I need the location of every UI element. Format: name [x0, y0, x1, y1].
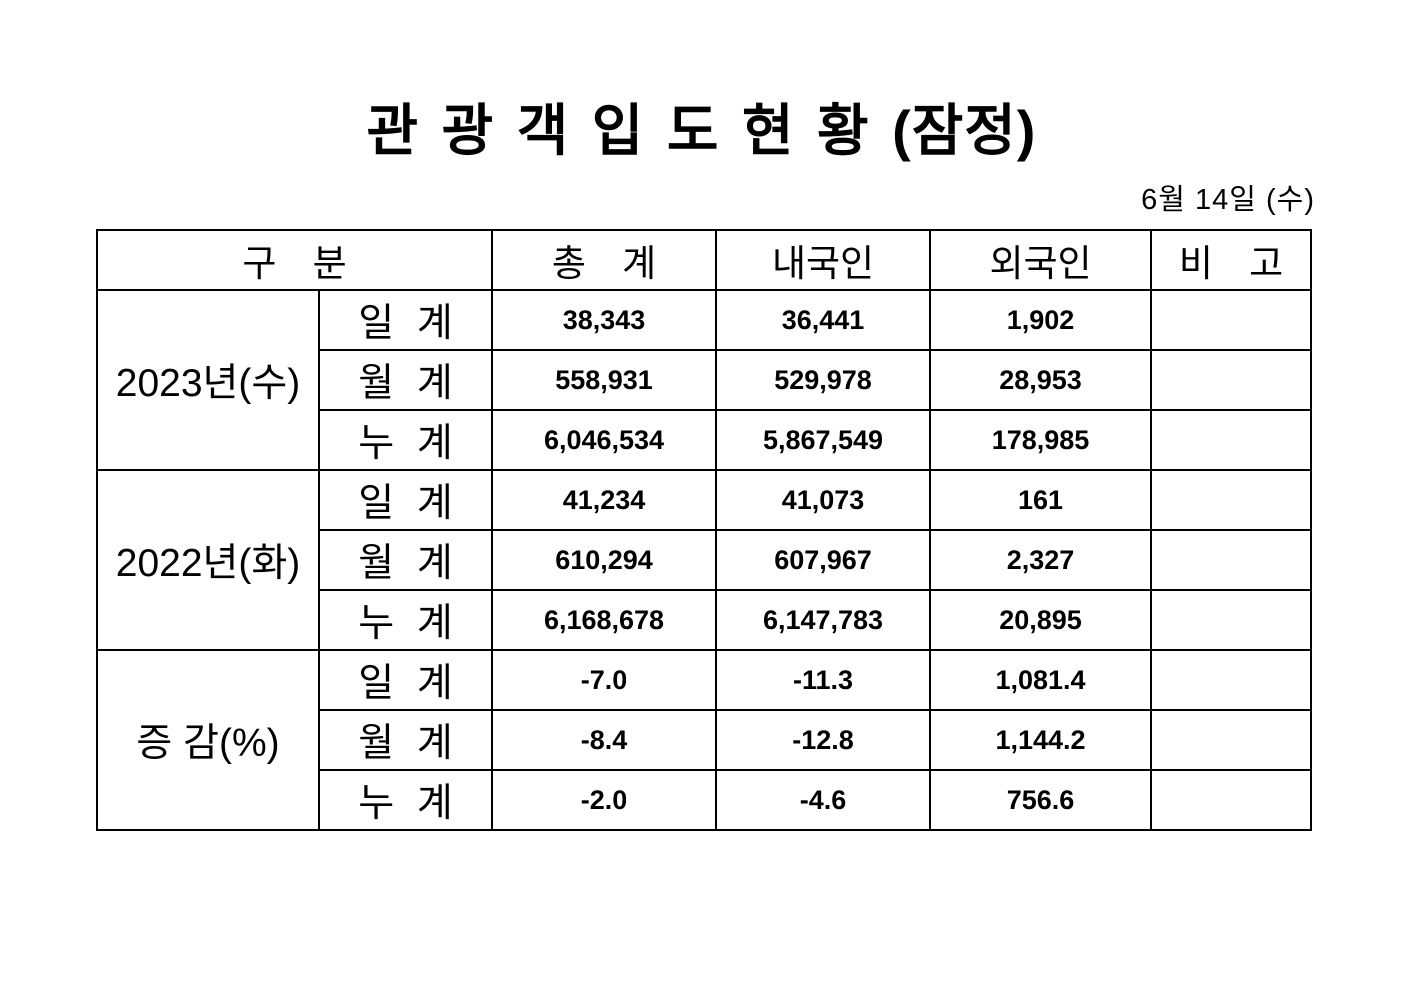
note-cell: [1150, 409, 1312, 471]
row-label-monthly: 월 계: [318, 529, 493, 591]
note-cell: [1150, 469, 1312, 531]
value-foreign: 756.6: [929, 769, 1152, 831]
note-cell: [1150, 529, 1312, 591]
tourist-arrival-table: 구 분 총 계 내국인 외국인 비 고 2023년(수) 일 계 38,343 …: [96, 229, 1312, 831]
table-row: 2022년(화) 일 계 41,234 41,073 161: [96, 469, 1312, 651]
value-foreign: 28,953: [929, 349, 1152, 411]
page-title: 관 광 객 입 도 현 황 (잠정): [366, 99, 1037, 162]
value-domestic: 36,441: [715, 289, 931, 351]
table-header-row: 구 분 총 계 내국인 외국인 비 고: [96, 229, 1312, 291]
table-row: 월 계 610,294 607,967 2,327: [97, 529, 1312, 591]
note-cell: [1150, 649, 1312, 711]
value-total: 6,046,534: [491, 409, 717, 471]
table-row: 누 계 6,046,534 5,867,549 178,985: [97, 409, 1312, 471]
table-row: 증 감(%) 일 계 -7.0 -11.3 1,081.4: [96, 649, 1312, 831]
value-foreign: 20,895: [929, 589, 1152, 651]
value-foreign: 1,081.4: [929, 649, 1152, 711]
row-label-monthly: 월 계: [318, 709, 493, 771]
table-row: 2023년(수) 일 계 38,343 36,441 1,902: [96, 289, 1312, 471]
note-cell: [1150, 289, 1312, 351]
value-total: -7.0: [491, 649, 717, 711]
value-domestic: -11.3: [715, 649, 931, 711]
note-cell: [1150, 589, 1312, 651]
row-label-cumulative: 누 계: [318, 589, 493, 651]
row-label-daily: 일 계: [318, 649, 493, 711]
value-domestic: 6,147,783: [715, 589, 931, 651]
value-domestic: 41,073: [715, 469, 931, 531]
report-date: 6월 14일 (수): [1141, 184, 1315, 216]
value-domestic: 529,978: [715, 349, 931, 411]
value-total: 558,931: [491, 349, 717, 411]
note-cell: [1150, 709, 1312, 771]
table-row: 월 계 -8.4 -12.8 1,144.2: [97, 709, 1312, 771]
header-gubun: 구 분: [96, 229, 493, 291]
row-label-daily: 일 계: [318, 289, 493, 351]
group-label-2023: 2023년(수): [96, 289, 320, 471]
value-foreign: 2,327: [929, 529, 1152, 591]
value-total: 41,234: [491, 469, 717, 531]
row-label-cumulative: 누 계: [318, 409, 493, 471]
header-total: 총 계: [491, 229, 717, 291]
row-label-cumulative: 누 계: [318, 769, 493, 831]
table-row: 월 계 558,931 529,978 28,953: [97, 349, 1312, 411]
value-domestic: -12.8: [715, 709, 931, 771]
value-domestic: -4.6: [715, 769, 931, 831]
value-foreign: 1,902: [929, 289, 1152, 351]
value-domestic: 607,967: [715, 529, 931, 591]
header-note: 비 고: [1150, 229, 1312, 291]
note-cell: [1150, 769, 1312, 831]
value-total: -8.4: [491, 709, 717, 771]
value-total: 6,168,678: [491, 589, 717, 651]
value-domestic: 5,867,549: [715, 409, 931, 471]
value-foreign: 178,985: [929, 409, 1152, 471]
row-label-monthly: 월 계: [318, 349, 493, 411]
value-foreign: 1,144.2: [929, 709, 1152, 771]
value-foreign: 161: [929, 469, 1152, 531]
table-row: 누 계 6,168,678 6,147,783 20,895: [97, 589, 1312, 651]
value-total: 610,294: [491, 529, 717, 591]
note-cell: [1150, 349, 1312, 411]
value-total: 38,343: [491, 289, 717, 351]
header-domestic: 내국인: [715, 229, 931, 291]
header-foreign: 외국인: [929, 229, 1152, 291]
table-row: 누 계 -2.0 -4.6 756.6: [97, 769, 1312, 831]
value-total: -2.0: [491, 769, 717, 831]
group-label-2022: 2022년(화): [96, 469, 320, 651]
row-label-daily: 일 계: [318, 469, 493, 531]
group-label-change: 증 감(%): [96, 649, 320, 831]
